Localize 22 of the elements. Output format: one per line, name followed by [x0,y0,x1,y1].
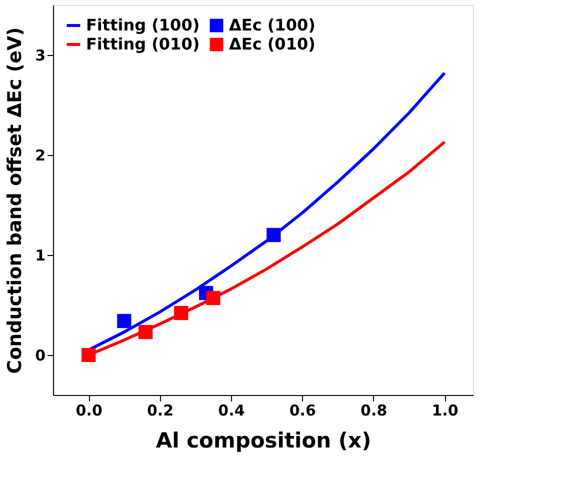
x-tick-label: 1.0 [432,402,458,420]
legend-label: Fitting (100) [86,16,200,34]
point [266,228,281,242]
x-tick-label: 0.4 [218,402,245,420]
x-tick-label: 0.2 [146,402,174,420]
y-tick-label: 2 [35,146,46,164]
y-tick-label: 1 [35,246,46,264]
point [138,324,153,340]
x-tick-label: 0.0 [76,402,102,420]
legend-label: ΔEc (010) [229,34,316,54]
y-tick-label: 3 [35,46,46,64]
legend-label: Fitting (010) [86,34,200,54]
x-axis-title: Al composition (x) [156,428,372,452]
point [82,348,96,362]
x-tick-label: 0.8 [360,402,388,420]
y-axis-title: Conduction band offset ΔEc (eV) [4,27,26,374]
point [206,290,220,306]
legend-label: ΔEc (100) [229,16,316,34]
x-tick-label: 0.6 [289,402,316,420]
point [174,306,188,320]
y-tick-label: 0 [35,346,46,364]
point [117,314,132,328]
